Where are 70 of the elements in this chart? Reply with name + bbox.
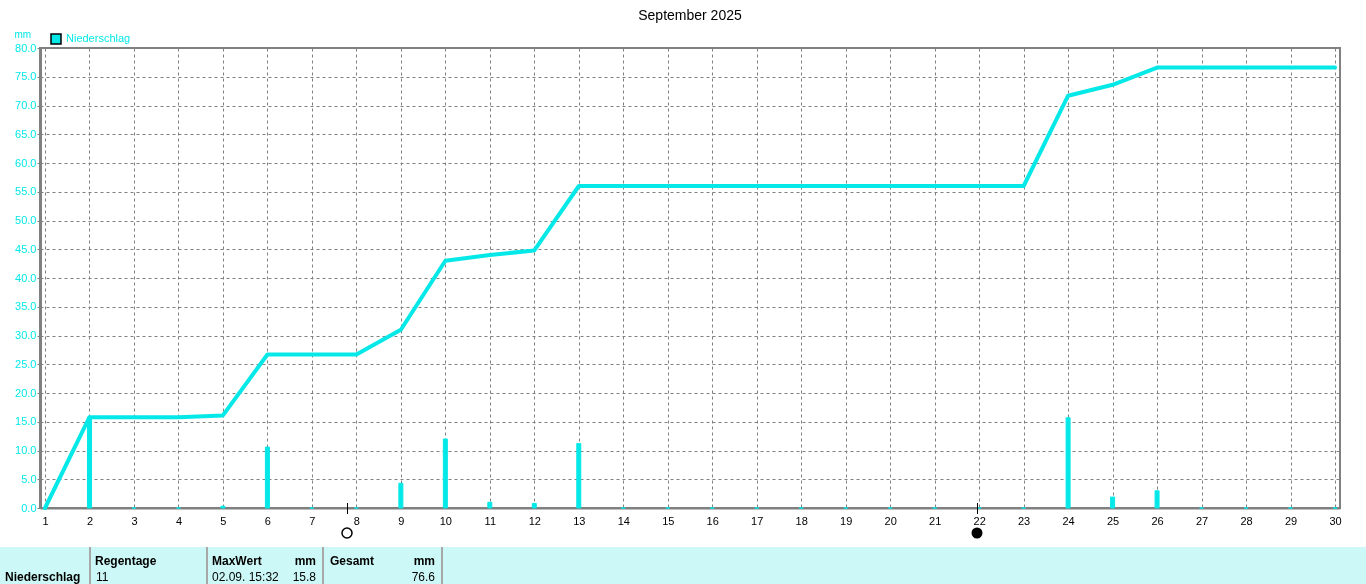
x-tick-label: 19 bbox=[840, 514, 853, 527]
text: MaxWert bbox=[212, 554, 262, 568]
x-tick-label: 26 bbox=[1151, 514, 1164, 527]
x-tick-label: 16 bbox=[706, 514, 719, 527]
bar bbox=[442, 438, 448, 509]
y-tick-label: 75.0 bbox=[15, 70, 37, 83]
x-tick-label: 8 bbox=[353, 514, 360, 527]
text: 11 bbox=[96, 570, 109, 584]
text: 02.09. 15:32 bbox=[212, 570, 279, 584]
x-tick-label: 6 bbox=[264, 514, 271, 527]
legend-label: Niederschlag bbox=[66, 32, 131, 44]
x-tick-label: 30 bbox=[1329, 514, 1342, 527]
x-tick-label: 15 bbox=[662, 514, 675, 527]
y-axis-title: mm bbox=[14, 28, 32, 40]
chart-title: September 2025 bbox=[638, 7, 742, 23]
x-tick-label: 10 bbox=[439, 514, 452, 527]
x-tick-label: 24 bbox=[1062, 514, 1075, 527]
text: mm bbox=[294, 554, 316, 568]
x-tick-label: 1 bbox=[42, 514, 49, 527]
x-tick-label: 12 bbox=[528, 514, 541, 527]
x-tick-label: 25 bbox=[1106, 514, 1120, 527]
text: 15.8 bbox=[292, 570, 316, 584]
y-tick-label: 50.0 bbox=[15, 214, 37, 226]
x-tick-label: 17 bbox=[751, 514, 764, 527]
y-tick-label: 0.0 bbox=[21, 501, 37, 514]
y-tick-label: 15.0 bbox=[15, 415, 37, 428]
x-tick-label: 29 bbox=[1284, 514, 1298, 527]
bar bbox=[264, 446, 270, 509]
text: Niederschlag bbox=[5, 570, 81, 584]
x-tick-label: 21 bbox=[929, 514, 942, 527]
y-tick-label: 25.0 bbox=[15, 357, 37, 370]
bar bbox=[1065, 417, 1071, 509]
y-tick-label: 20.0 bbox=[15, 386, 37, 399]
y-tick-label: 60.0 bbox=[15, 156, 37, 169]
x-tick-label: 5 bbox=[220, 514, 227, 527]
x-tick-label: 7 bbox=[309, 514, 316, 527]
x-tick-label: 23 bbox=[1018, 514, 1031, 527]
bar bbox=[1110, 496, 1116, 509]
bar bbox=[398, 482, 404, 509]
x-tick-label: 4 bbox=[175, 514, 183, 527]
x-tick-label: 22 bbox=[973, 514, 986, 527]
bar bbox=[1154, 490, 1160, 509]
y-tick-label: 70.0 bbox=[15, 99, 37, 111]
x-tick-label: 13 bbox=[573, 514, 586, 527]
x-tick-label: 2 bbox=[86, 514, 94, 527]
x-tick-label: 14 bbox=[617, 514, 630, 527]
x-tick-label: 11 bbox=[484, 514, 497, 527]
bar bbox=[576, 443, 582, 509]
y-tick-label: 65.0 bbox=[15, 127, 37, 140]
x-tick-label: 9 bbox=[398, 514, 405, 527]
y-tick-label: 55.0 bbox=[15, 185, 37, 198]
x-tick-label: 27 bbox=[1195, 514, 1209, 527]
text: mm bbox=[413, 554, 435, 568]
line-series bbox=[43, 65, 1337, 510]
y-tick-label: 40.0 bbox=[15, 271, 37, 284]
bar bbox=[487, 501, 493, 509]
y-tick-label: 10.0 bbox=[15, 444, 37, 456]
x-tick-label: 28 bbox=[1240, 514, 1253, 527]
x-tick-label: 20 bbox=[884, 514, 897, 527]
x-tick-label: 18 bbox=[795, 514, 808, 527]
text: 76.6 bbox=[411, 570, 435, 584]
y-tick-label: 80.0 bbox=[15, 41, 37, 54]
text: Gesamt bbox=[330, 554, 375, 568]
y-tick-label: 30.0 bbox=[15, 329, 37, 341]
y-tick-label: 5.0 bbox=[21, 472, 37, 485]
text: Regentage bbox=[95, 554, 157, 568]
y-tick-label: 45.0 bbox=[15, 242, 37, 255]
y-tick-label: 35.0 bbox=[15, 300, 37, 313]
x-tick-label: 3 bbox=[131, 514, 138, 527]
bar bbox=[531, 502, 537, 509]
